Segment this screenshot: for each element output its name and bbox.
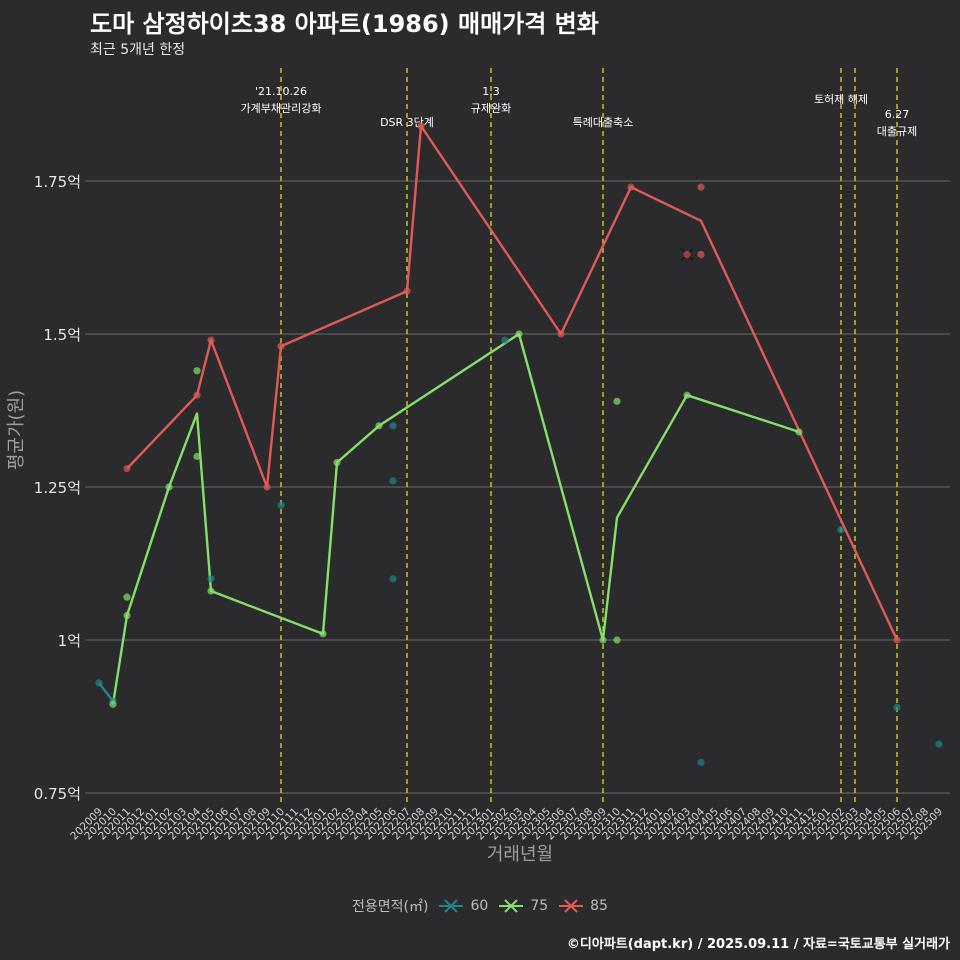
legend-label-75: 75 bbox=[530, 898, 549, 914]
data-point-85 bbox=[697, 183, 705, 191]
y-tick-label: 0.75억 bbox=[34, 785, 81, 803]
data-point-85 bbox=[193, 391, 201, 399]
chart-subtitle: 최근 5개년 한정 bbox=[90, 42, 186, 58]
legend-key-75-icon bbox=[499, 899, 524, 913]
data-point-60 bbox=[95, 679, 103, 687]
series-lines bbox=[98, 124, 899, 705]
data-point-75 bbox=[795, 428, 803, 436]
event-label: 특례대출축소 bbox=[573, 116, 634, 129]
legend-item-75: 75 bbox=[498, 897, 548, 915]
legend-item-60: 60 bbox=[438, 897, 488, 915]
data-point-75 bbox=[109, 700, 117, 708]
data-point-85 bbox=[207, 336, 215, 344]
data-point-85 bbox=[627, 183, 635, 191]
series-line-60 bbox=[98, 682, 114, 702]
series-line-75 bbox=[111, 332, 800, 705]
data-point-75 bbox=[375, 422, 383, 430]
data-point-75 bbox=[333, 458, 341, 467]
legend-item-85: 85 bbox=[558, 897, 608, 915]
event-label: 6.27 bbox=[885, 108, 910, 121]
legend-key-85-icon bbox=[559, 899, 584, 913]
event-label: 토허제 해제 bbox=[814, 92, 868, 106]
data-point-75 bbox=[193, 452, 201, 460]
data-point-85 bbox=[123, 465, 131, 473]
data-point-85 bbox=[403, 287, 411, 295]
y-tick-label: 1.5억 bbox=[43, 326, 81, 344]
data-point-75 bbox=[515, 330, 523, 338]
event-label: '21.10.26 bbox=[255, 85, 307, 98]
data-point-75 bbox=[207, 587, 215, 595]
data-point-75 bbox=[613, 636, 621, 644]
data-point-75 bbox=[683, 391, 691, 399]
chart-title: 도마 삼정하이츠38 아파트(1986) 매매가격 변화 bbox=[90, 10, 599, 38]
legend-title: 전용면적(㎡) bbox=[352, 899, 429, 915]
axes: 0.75억1억1.25억1.5억1.75억2020092020102020112… bbox=[6, 173, 945, 865]
data-point-60 bbox=[837, 526, 845, 534]
data-point-60 bbox=[207, 575, 215, 583]
data-point-85 bbox=[893, 636, 901, 644]
grid-lines bbox=[85, 180, 950, 794]
series-line-85 bbox=[126, 124, 899, 641]
data-point-75 bbox=[613, 397, 621, 405]
y-tick-label: 1.25억 bbox=[34, 479, 81, 497]
event-label: 1.3 bbox=[482, 85, 500, 98]
legend-label-60: 60 bbox=[470, 898, 489, 914]
legend-key-60-icon bbox=[439, 899, 464, 913]
data-point-85 bbox=[417, 122, 425, 130]
event-label: 대출규제 bbox=[877, 125, 917, 138]
data-point-60 bbox=[935, 740, 943, 748]
data-point-60 bbox=[389, 422, 397, 430]
event-label: 규제완화 bbox=[471, 102, 511, 115]
data-point-75 bbox=[165, 483, 173, 491]
x-axis-title: 거래년월 bbox=[487, 844, 553, 865]
data-point-85 bbox=[263, 483, 271, 491]
data-point-60 bbox=[501, 336, 509, 344]
cross-marker-point bbox=[683, 250, 691, 259]
y-axis-title: 평균가(원) bbox=[6, 390, 27, 470]
y-tick-label: 1억 bbox=[58, 632, 81, 650]
data-point-60 bbox=[389, 477, 397, 485]
data-point-60 bbox=[697, 758, 705, 767]
data-point-85 bbox=[557, 330, 565, 338]
legend-label-85: 85 bbox=[590, 898, 608, 914]
data-point-75 bbox=[193, 367, 201, 375]
data-point-75 bbox=[123, 611, 131, 620]
data-point-60 bbox=[389, 575, 397, 583]
event-label: 가계부채관리강화 bbox=[241, 102, 322, 115]
legend: 전용면적(㎡) 60 75 85 bbox=[0, 896, 960, 916]
data-point-85 bbox=[277, 342, 285, 350]
data-point-85 bbox=[697, 250, 705, 259]
data-point-60 bbox=[893, 703, 901, 711]
source-caption: ©디아파트(dapt.kr) / 2025.09.11 / 자료=국토교통부 실… bbox=[566, 937, 950, 952]
data-point-60 bbox=[277, 501, 285, 509]
y-tick-label: 1.75억 bbox=[34, 173, 81, 191]
data-point-75 bbox=[319, 630, 327, 638]
data-point-75 bbox=[123, 593, 131, 601]
data-point-75 bbox=[599, 636, 607, 644]
event-label: DSR 3단계 bbox=[380, 116, 434, 129]
data-points bbox=[95, 122, 943, 767]
